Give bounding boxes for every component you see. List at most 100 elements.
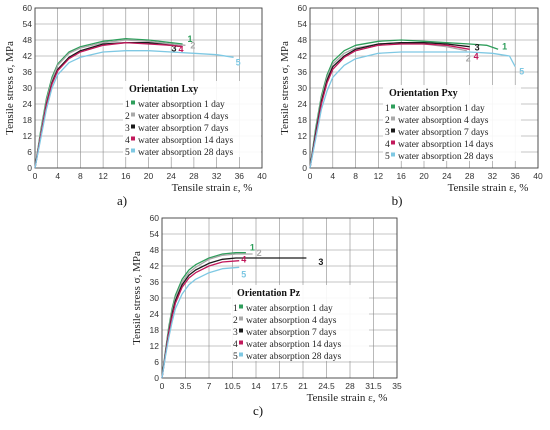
x-tick-label: 0 [308, 171, 313, 181]
x-tick-label: 28 [465, 171, 475, 181]
legend-number: 2 [385, 116, 390, 126]
y-tick-label: 18 [298, 115, 308, 125]
x-axis-label: Tensile strain ε, % [172, 182, 253, 194]
legend-swatch [391, 152, 395, 157]
y-axis-label: Tensile stress σ, MPa [131, 251, 143, 345]
y-tick-label: 12 [23, 131, 33, 141]
series-line-5 [34, 50, 234, 169]
series-end-label-4: 4 [474, 51, 479, 61]
y-tick-label: 60 [23, 3, 33, 13]
legend-swatch [239, 316, 243, 321]
legend-number: 1 [233, 304, 238, 314]
series-end-label-2: 2 [466, 54, 471, 64]
y-tick-label: 48 [298, 35, 308, 45]
y-tick-label: 54 [23, 19, 33, 29]
y-axis-label: Tensile stress σ, MPa [4, 41, 16, 135]
series-end-label-5: 5 [241, 269, 246, 279]
legend-entry: water absorption 7 days [138, 124, 229, 134]
y-tick-label: 6 [302, 147, 307, 157]
legend-entry: water absorption 7 days [246, 328, 337, 338]
legend-entry: water absorption 28 days [138, 148, 234, 158]
x-tick-label: 12 [374, 171, 384, 181]
x-tick-label: 14 [251, 381, 261, 391]
plot-frame [309, 7, 539, 169]
x-tick-label: 32 [488, 171, 498, 181]
legend-number: 3 [125, 124, 130, 134]
legend-swatch [131, 124, 135, 129]
x-axis-label: Tensile strain ε, % [307, 392, 388, 404]
y-tick-label: 12 [298, 131, 308, 141]
y-tick-label: 12 [150, 341, 160, 351]
legend-swatch [391, 116, 395, 121]
y-tick-label: 42 [23, 51, 33, 61]
legend-swatch [239, 328, 243, 333]
legend-background [383, 85, 521, 161]
legend-number: 1 [125, 100, 130, 110]
legend-swatch [131, 148, 135, 153]
legend-background [231, 285, 369, 361]
y-tick-label: 24 [23, 99, 33, 109]
x-tick-label: 32 [212, 171, 222, 181]
legend-entry: water absorption 28 days [398, 152, 494, 162]
plot-frame [161, 217, 398, 379]
x-tick-label: 20 [419, 171, 429, 181]
y-tick-label: 30 [23, 83, 33, 93]
legend-entry: water absorption 14 days [138, 136, 234, 146]
y-tick-label: 18 [150, 325, 160, 335]
panel-label: b) [392, 193, 403, 208]
x-tick-label: 16 [396, 171, 406, 181]
y-tick-label: 60 [298, 3, 308, 13]
x-axis-label: Tensile strain ε, % [448, 182, 529, 194]
y-tick-label: 36 [298, 67, 308, 77]
chart-title: Orientation Pz [237, 288, 301, 299]
panel-label: c) [253, 403, 263, 418]
y-tick-label: 24 [298, 99, 308, 109]
legend-entry: water absorption 1 day [138, 100, 225, 110]
legend: Orientation Pz 1 water absorption 1 day 2 wa… [231, 285, 369, 362]
legend-swatch [391, 140, 395, 145]
y-tick-label: 42 [150, 261, 160, 271]
y-tick-label: 54 [150, 229, 160, 239]
x-tick-label: 7 [207, 381, 212, 391]
legend-number: 3 [233, 328, 238, 338]
series-end-label-1: 1 [250, 243, 255, 253]
series-end-label-1: 1 [188, 34, 193, 44]
legend-number: 2 [125, 112, 130, 122]
x-tick-label: 28 [189, 171, 199, 181]
legend-number: 4 [233, 340, 238, 350]
legend-entry: water absorption 4 days [398, 116, 489, 126]
y-tick-label: 30 [298, 83, 308, 93]
x-tick-label: 16 [121, 171, 131, 181]
series-line-4 [161, 260, 240, 379]
x-tick-label: 10.5 [224, 381, 241, 391]
series-end-label-3: 3 [318, 257, 323, 267]
legend-entry: water absorption 1 day [246, 304, 333, 314]
chart-title: Orientation Pxy [389, 88, 458, 99]
legend-swatch [391, 104, 395, 109]
legend-entry: water absorption 4 days [246, 316, 337, 326]
legend-swatch [131, 136, 135, 141]
legend-entry: water absorption 14 days [246, 340, 342, 350]
x-tick-label: 31.5 [365, 381, 382, 391]
legend-number: 5 [125, 148, 130, 158]
legend-number: 2 [233, 316, 238, 326]
legend-entry: water absorption 28 days [246, 352, 342, 362]
x-tick-label: 8 [78, 171, 83, 181]
legend-number: 5 [385, 152, 390, 162]
series-line-1 [309, 39, 499, 169]
legend-number: 4 [125, 136, 130, 146]
y-tick-label: 60 [150, 213, 160, 223]
series-end-label-1: 1 [502, 41, 507, 51]
y-tick-label: 24 [150, 309, 160, 319]
y-tick-label: 6 [154, 357, 159, 367]
series-end-label-5: 5 [519, 67, 524, 77]
x-tick-label: 4 [330, 171, 335, 181]
legend-number: 3 [385, 128, 390, 138]
legend-entry: water absorption 1 day [398, 104, 485, 114]
series-end-label-3: 3 [172, 44, 177, 54]
panel-label: a) [117, 193, 127, 208]
y-tick-label: 0 [27, 163, 32, 173]
series-end-label-4: 4 [179, 45, 184, 55]
